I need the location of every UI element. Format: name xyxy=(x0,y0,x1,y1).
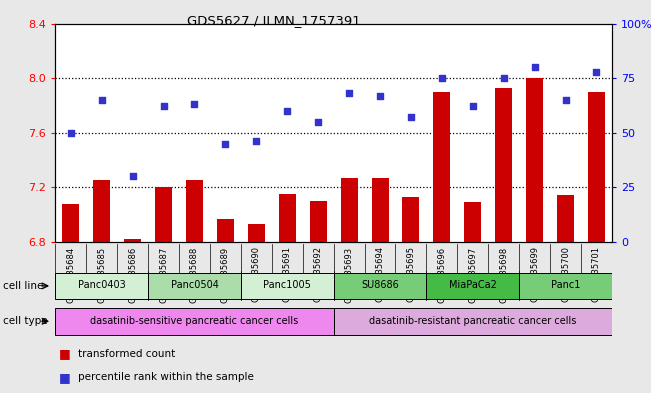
Text: GSM1435701: GSM1435701 xyxy=(592,246,601,303)
Text: ■: ■ xyxy=(59,371,70,384)
Text: GSM1435693: GSM1435693 xyxy=(344,246,353,303)
Text: GSM1435689: GSM1435689 xyxy=(221,246,230,303)
Point xyxy=(220,140,230,147)
Bar xyxy=(310,201,327,242)
Bar xyxy=(248,224,265,242)
Point xyxy=(561,97,571,103)
Text: cell type: cell type xyxy=(3,316,48,326)
Text: GSM1435694: GSM1435694 xyxy=(376,246,385,303)
Text: GSM1435692: GSM1435692 xyxy=(314,246,323,303)
Bar xyxy=(519,273,612,299)
Bar xyxy=(186,180,203,242)
Point xyxy=(437,75,447,81)
Bar xyxy=(155,187,172,242)
Text: ■: ■ xyxy=(59,347,70,360)
Bar xyxy=(333,308,612,334)
Bar xyxy=(55,308,333,334)
Bar xyxy=(217,219,234,242)
Bar xyxy=(402,197,419,242)
Point xyxy=(282,108,292,114)
Bar xyxy=(464,202,481,242)
Point xyxy=(529,64,540,70)
Text: Panc0403: Panc0403 xyxy=(78,280,126,290)
Point xyxy=(128,173,138,179)
Text: GSM1435686: GSM1435686 xyxy=(128,246,137,303)
Point xyxy=(66,129,76,136)
Bar xyxy=(588,92,605,242)
Bar xyxy=(55,273,148,299)
Text: percentile rank within the sample: percentile rank within the sample xyxy=(78,372,254,382)
Point xyxy=(344,90,354,97)
Bar xyxy=(526,78,543,242)
Text: GSM1435695: GSM1435695 xyxy=(406,246,415,303)
Text: transformed count: transformed count xyxy=(78,349,175,359)
Text: MiaPaCa2: MiaPaCa2 xyxy=(449,280,497,290)
Point xyxy=(158,103,169,110)
Text: GSM1435685: GSM1435685 xyxy=(97,246,106,303)
Point xyxy=(406,114,416,121)
Bar xyxy=(495,88,512,242)
Bar xyxy=(279,194,296,242)
Text: Panc0504: Panc0504 xyxy=(171,280,219,290)
Text: dasatinib-resistant pancreatic cancer cells: dasatinib-resistant pancreatic cancer ce… xyxy=(369,316,577,326)
Bar xyxy=(557,195,574,242)
Bar xyxy=(426,273,519,299)
Text: GSM1435696: GSM1435696 xyxy=(437,246,447,303)
Point xyxy=(313,119,324,125)
Bar xyxy=(148,273,241,299)
Bar xyxy=(434,92,450,242)
Point xyxy=(467,103,478,110)
Text: GSM1435700: GSM1435700 xyxy=(561,246,570,303)
Text: GSM1435688: GSM1435688 xyxy=(190,246,199,303)
Text: GDS5627 / ILMN_1757391: GDS5627 / ILMN_1757391 xyxy=(187,14,360,27)
Text: Panc1: Panc1 xyxy=(551,280,580,290)
Point xyxy=(591,68,602,75)
Text: SU8686: SU8686 xyxy=(361,280,399,290)
Point xyxy=(375,92,385,99)
Bar xyxy=(340,178,357,242)
Bar xyxy=(333,273,426,299)
Point xyxy=(499,75,509,81)
Bar xyxy=(62,204,79,242)
Text: GSM1435684: GSM1435684 xyxy=(66,246,76,303)
Point xyxy=(96,97,107,103)
Text: GSM1435690: GSM1435690 xyxy=(252,246,261,303)
Bar xyxy=(124,239,141,242)
Text: cell line: cell line xyxy=(3,281,44,291)
Bar xyxy=(241,273,333,299)
Bar xyxy=(93,180,110,242)
Text: GSM1435698: GSM1435698 xyxy=(499,246,508,303)
Text: GSM1435697: GSM1435697 xyxy=(468,246,477,303)
Text: GSM1435699: GSM1435699 xyxy=(530,246,539,303)
Text: dasatinib-sensitive pancreatic cancer cells: dasatinib-sensitive pancreatic cancer ce… xyxy=(90,316,299,326)
Point xyxy=(251,138,262,145)
Text: GSM1435691: GSM1435691 xyxy=(283,246,292,303)
Text: Panc1005: Panc1005 xyxy=(263,280,311,290)
Point xyxy=(189,101,200,107)
Text: GSM1435687: GSM1435687 xyxy=(159,246,168,303)
Bar xyxy=(372,178,389,242)
